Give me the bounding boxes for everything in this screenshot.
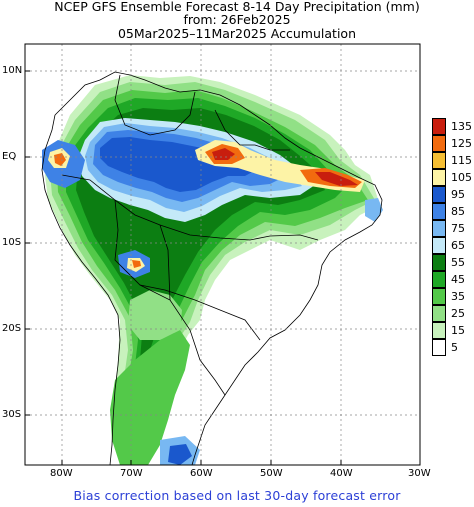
legend-label: 125 bbox=[451, 137, 472, 150]
lon-label-70w: 70W bbox=[120, 468, 143, 479]
lat-label-10n: 10N bbox=[2, 65, 23, 76]
lat-label-30s: 30S bbox=[2, 409, 22, 420]
precip-bottom-dark bbox=[168, 444, 192, 465]
precip-south-green bbox=[110, 330, 190, 465]
map-frame bbox=[24, 43, 421, 466]
legend-swatch bbox=[432, 152, 446, 169]
lat-label-20s: 20S bbox=[2, 323, 22, 334]
precip-west-orange bbox=[54, 153, 66, 166]
legend-label: 25 bbox=[451, 307, 465, 320]
legend-label: 105 bbox=[451, 171, 472, 184]
map-title: NCEP GFS Ensemble Forecast 8-14 Day Prec… bbox=[54, 0, 420, 14]
legend-swatch bbox=[432, 169, 446, 186]
coastline bbox=[41, 71, 383, 466]
legend-label: 35 bbox=[451, 290, 465, 303]
lon-label-80w: 80W bbox=[50, 468, 73, 479]
legend-swatch bbox=[432, 305, 446, 322]
precip-band-95 bbox=[100, 137, 256, 192]
map-subtitle-period: 05Mar2025–11Mar2025 Accumulation bbox=[117, 26, 356, 41]
legend-swatch bbox=[432, 339, 446, 356]
legend-label: 15 bbox=[451, 324, 465, 337]
lat-label-eq: EQ bbox=[2, 151, 17, 162]
legend-swatch bbox=[432, 203, 446, 220]
legend-label: 95 bbox=[451, 188, 465, 201]
legend-swatch bbox=[432, 118, 446, 135]
lon-label-40w: 40W bbox=[330, 468, 353, 479]
precip-east-blue bbox=[365, 198, 383, 222]
legend-label: 135 bbox=[451, 120, 472, 133]
precip-ne-red bbox=[212, 148, 358, 186]
lon-label-30w: 30W bbox=[408, 468, 431, 479]
lon-label-60w: 60W bbox=[190, 468, 213, 479]
legend-label: 75 bbox=[451, 222, 465, 235]
legend-label: 85 bbox=[451, 205, 465, 218]
legend-swatch bbox=[432, 237, 446, 254]
legend-label: 45 bbox=[451, 273, 465, 286]
legend-swatch bbox=[432, 186, 446, 203]
precip-south-green-light bbox=[128, 290, 182, 340]
lat-label-10s: 10S bbox=[2, 237, 22, 248]
legend-label: 65 bbox=[451, 239, 465, 252]
bias-correction-note: Bias correction based on last 30-day for… bbox=[73, 488, 401, 503]
legend-swatch bbox=[432, 288, 446, 305]
legend-swatch bbox=[432, 254, 446, 271]
legend-swatch bbox=[432, 135, 446, 152]
legend-label: 115 bbox=[451, 154, 472, 167]
ticks bbox=[25, 70, 342, 465]
legend-swatch bbox=[432, 271, 446, 288]
grid bbox=[25, 44, 420, 465]
legend-label: 55 bbox=[451, 256, 465, 269]
lon-label-50w: 50W bbox=[260, 468, 283, 479]
map-subtitle-from: from: 26Feb2025 bbox=[183, 12, 291, 27]
legend-swatch bbox=[432, 322, 446, 339]
legend-label: 5 bbox=[451, 341, 458, 354]
legend-swatch bbox=[432, 220, 446, 237]
precip-center-orange bbox=[132, 260, 141, 268]
